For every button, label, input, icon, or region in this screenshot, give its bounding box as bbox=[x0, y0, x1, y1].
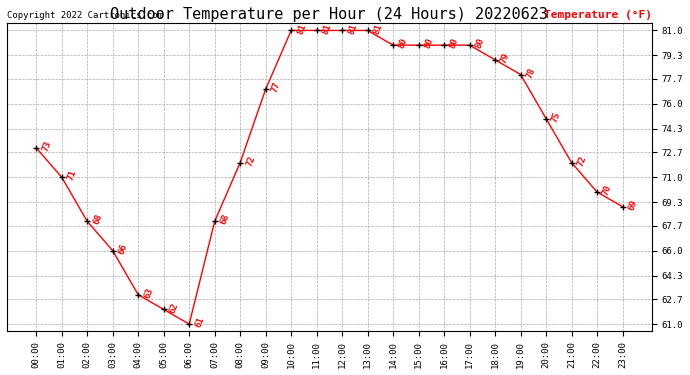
Text: Temperature (°F): Temperature (°F) bbox=[544, 10, 652, 20]
Text: 79: 79 bbox=[500, 51, 511, 64]
Text: 66: 66 bbox=[117, 242, 129, 255]
Text: 68: 68 bbox=[219, 213, 231, 226]
Text: Copyright 2022 Cartronics.com: Copyright 2022 Cartronics.com bbox=[7, 11, 163, 20]
Text: 61: 61 bbox=[193, 316, 206, 329]
Text: 71: 71 bbox=[66, 169, 78, 182]
Text: 75: 75 bbox=[550, 110, 562, 123]
Text: 80: 80 bbox=[448, 37, 460, 50]
Text: 68: 68 bbox=[91, 213, 103, 226]
Text: 70: 70 bbox=[601, 184, 613, 197]
Text: 80: 80 bbox=[423, 37, 435, 50]
Text: 69: 69 bbox=[627, 198, 639, 211]
Text: 77: 77 bbox=[270, 81, 282, 94]
Title: Outdoor Temperature per Hour (24 Hours) 20220623: Outdoor Temperature per Hour (24 Hours) … bbox=[110, 7, 549, 22]
Text: 81: 81 bbox=[295, 22, 308, 35]
Text: 81: 81 bbox=[346, 22, 358, 35]
Text: 81: 81 bbox=[372, 22, 384, 35]
Text: 80: 80 bbox=[474, 37, 486, 50]
Text: 63: 63 bbox=[142, 286, 155, 300]
Text: 72: 72 bbox=[575, 154, 588, 167]
Text: 72: 72 bbox=[244, 154, 257, 167]
Text: 62: 62 bbox=[168, 301, 180, 314]
Text: 73: 73 bbox=[41, 140, 52, 153]
Text: 80: 80 bbox=[397, 37, 409, 50]
Text: 78: 78 bbox=[524, 66, 537, 79]
Text: 81: 81 bbox=[321, 22, 333, 35]
